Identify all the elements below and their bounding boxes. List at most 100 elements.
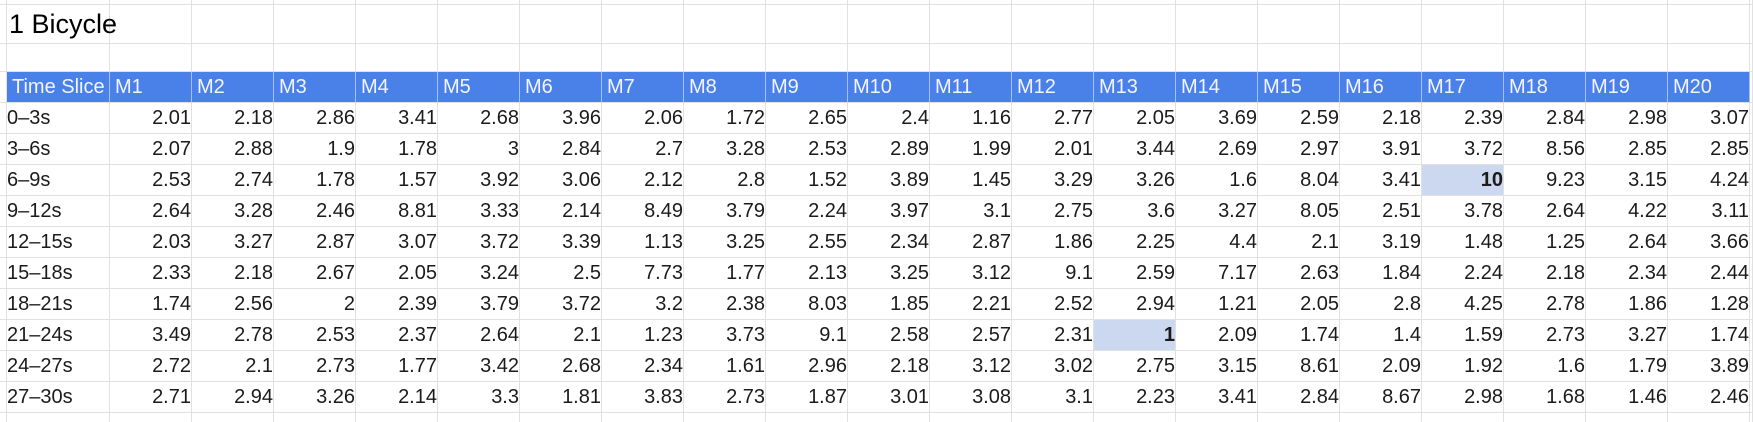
cell[interactable]: 3.25 bbox=[848, 258, 930, 289]
cell[interactable]: 2.87 bbox=[274, 227, 356, 258]
cell[interactable]: 3.12 bbox=[930, 351, 1012, 382]
cell[interactable]: 1.79 bbox=[1586, 351, 1668, 382]
cell[interactable]: 2.7 bbox=[602, 134, 684, 165]
cell[interactable]: 3.11 bbox=[1668, 196, 1750, 227]
cell[interactable]: 2.55 bbox=[766, 227, 848, 258]
row-label[interactable]: 3–6s bbox=[7, 134, 110, 165]
cell[interactable]: 3.26 bbox=[274, 382, 356, 413]
column-header-m2[interactable]: M2 bbox=[192, 72, 274, 103]
cell[interactable]: 3.92 bbox=[438, 165, 520, 196]
column-header-m11[interactable]: M11 bbox=[930, 72, 1012, 103]
cell[interactable]: 2.05 bbox=[1094, 103, 1176, 134]
cell[interactable]: 3.33 bbox=[438, 196, 520, 227]
cell[interactable]: 2.58 bbox=[848, 320, 930, 351]
cell[interactable]: 2.94 bbox=[192, 382, 274, 413]
column-header-m6[interactable]: M6 bbox=[520, 72, 602, 103]
cell[interactable]: 3.6 bbox=[1094, 196, 1176, 227]
cell[interactable]: 2.21 bbox=[930, 289, 1012, 320]
cell[interactable]: 3.29 bbox=[1012, 165, 1094, 196]
cell[interactable]: 3.26 bbox=[1094, 165, 1176, 196]
cell[interactable]: 2.1 bbox=[520, 320, 602, 351]
cell[interactable]: 2.39 bbox=[1422, 103, 1504, 134]
cell[interactable]: 3.83 bbox=[602, 382, 684, 413]
cell[interactable]: 2.44 bbox=[1668, 258, 1750, 289]
cell[interactable]: 2.85 bbox=[1586, 134, 1668, 165]
cell[interactable]: 1.9 bbox=[274, 134, 356, 165]
cell[interactable]: 2.34 bbox=[848, 227, 930, 258]
cell[interactable]: 2.71 bbox=[110, 382, 192, 413]
cell[interactable]: 3.28 bbox=[684, 134, 766, 165]
cell[interactable]: 2.64 bbox=[438, 320, 520, 351]
cell[interactable]: 3.66 bbox=[1668, 227, 1750, 258]
cell[interactable]: 4.22 bbox=[1586, 196, 1668, 227]
cell[interactable]: 2.97 bbox=[1258, 134, 1340, 165]
cell[interactable]: 2.74 bbox=[192, 165, 274, 196]
cell[interactable]: 2.84 bbox=[1504, 103, 1586, 134]
cell[interactable]: 2.88 bbox=[192, 134, 274, 165]
cell[interactable]: 2.65 bbox=[766, 103, 848, 134]
cell[interactable]: 1.4 bbox=[1340, 320, 1422, 351]
cell[interactable]: 3.27 bbox=[1176, 196, 1258, 227]
cell[interactable]: 1.16 bbox=[930, 103, 1012, 134]
cell[interactable]: 2.52 bbox=[1012, 289, 1094, 320]
cell[interactable]: 3.41 bbox=[356, 103, 438, 134]
cell[interactable]: 8.05 bbox=[1258, 196, 1340, 227]
cell[interactable]: 3.28 bbox=[192, 196, 274, 227]
cell[interactable]: 1.45 bbox=[930, 165, 1012, 196]
row-label[interactable]: 15–18s bbox=[7, 258, 110, 289]
column-header-m5[interactable]: M5 bbox=[438, 72, 520, 103]
row-label[interactable]: 9–12s bbox=[7, 196, 110, 227]
cell[interactable]: 3.19 bbox=[1340, 227, 1422, 258]
cell[interactable]: 1.28 bbox=[1668, 289, 1750, 320]
cell[interactable]: 1.46 bbox=[1586, 382, 1668, 413]
cell[interactable]: 2.03 bbox=[110, 227, 192, 258]
cell[interactable]: 3.12 bbox=[930, 258, 1012, 289]
cell[interactable]: 2.68 bbox=[520, 351, 602, 382]
cell[interactable]: 3.49 bbox=[110, 320, 192, 351]
cell[interactable]: 1.78 bbox=[274, 165, 356, 196]
cell[interactable]: 3.07 bbox=[356, 227, 438, 258]
cell[interactable]: 2.18 bbox=[1504, 258, 1586, 289]
cell[interactable]: 2.8 bbox=[1340, 289, 1422, 320]
column-header-m12[interactable]: M12 bbox=[1012, 72, 1094, 103]
cell[interactable]: 2.24 bbox=[766, 196, 848, 227]
cell[interactable]: 2.12 bbox=[602, 165, 684, 196]
cell[interactable]: 2.56 bbox=[192, 289, 274, 320]
cell[interactable]: 2.23 bbox=[1094, 382, 1176, 413]
cell[interactable]: 2.24 bbox=[1422, 258, 1504, 289]
cell[interactable]: 2.37 bbox=[356, 320, 438, 351]
cell[interactable]: 1.74 bbox=[1668, 320, 1750, 351]
cell[interactable]: 3.72 bbox=[1422, 134, 1504, 165]
cell[interactable]: 3.07 bbox=[1668, 103, 1750, 134]
cell[interactable]: 2.85 bbox=[1668, 134, 1750, 165]
cell[interactable]: 1.81 bbox=[520, 382, 602, 413]
cell[interactable]: 8.67 bbox=[1340, 382, 1422, 413]
cell[interactable]: 3.02 bbox=[1012, 351, 1094, 382]
cell[interactable]: 3.78 bbox=[1422, 196, 1504, 227]
cell[interactable]: 9.23 bbox=[1504, 165, 1586, 196]
cell[interactable]: 1.78 bbox=[356, 134, 438, 165]
cell[interactable]: 2.53 bbox=[110, 165, 192, 196]
cell[interactable]: 3.01 bbox=[848, 382, 930, 413]
row-label[interactable]: 6–9s bbox=[7, 165, 110, 196]
cell[interactable]: 1.84 bbox=[1340, 258, 1422, 289]
cell[interactable]: 3.25 bbox=[684, 227, 766, 258]
cell[interactable]: 2.72 bbox=[110, 351, 192, 382]
cell[interactable]: 1.92 bbox=[1422, 351, 1504, 382]
row-label[interactable]: 18–21s bbox=[7, 289, 110, 320]
cell[interactable]: 1.72 bbox=[684, 103, 766, 134]
column-header-m7[interactable]: M7 bbox=[602, 72, 684, 103]
cell[interactable]: 1 bbox=[1094, 320, 1176, 351]
cell[interactable]: 2.38 bbox=[684, 289, 766, 320]
cell[interactable]: 3.06 bbox=[520, 165, 602, 196]
cell[interactable]: 8.04 bbox=[1258, 165, 1340, 196]
cell[interactable]: 2.73 bbox=[1504, 320, 1586, 351]
cell[interactable]: 3.42 bbox=[438, 351, 520, 382]
cell[interactable]: 3.97 bbox=[848, 196, 930, 227]
cell[interactable]: 2.25 bbox=[1094, 227, 1176, 258]
cell[interactable]: 3.27 bbox=[1586, 320, 1668, 351]
cell[interactable]: 2.1 bbox=[192, 351, 274, 382]
cell[interactable]: 3.96 bbox=[520, 103, 602, 134]
cell[interactable]: 3.91 bbox=[1340, 134, 1422, 165]
cell[interactable]: 1.25 bbox=[1504, 227, 1586, 258]
